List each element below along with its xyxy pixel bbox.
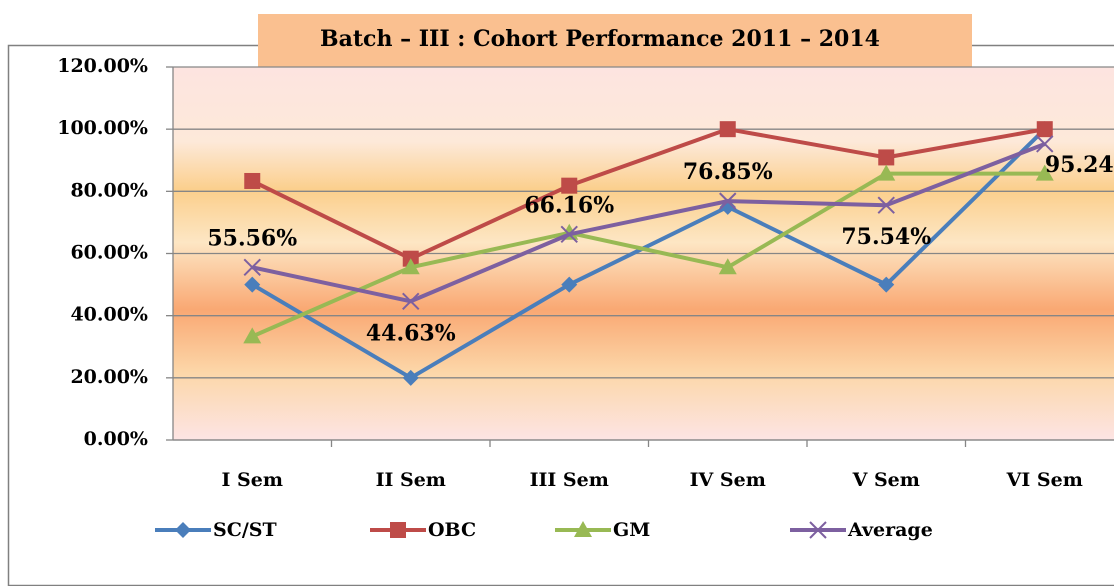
data-label: 75.54% [841,224,931,250]
title-box [258,14,972,67]
data-point [401,258,420,275]
legend-label: Average [847,519,933,541]
legend-marker [390,522,406,538]
x-tick-label: III Sem [530,469,609,491]
data-point [878,276,895,293]
data-point [718,258,737,275]
data-point [878,149,895,166]
series-line [251,171,1045,339]
legend-label: GM [613,519,650,541]
data-point [561,276,578,293]
x-tick-label: I Sem [222,469,283,491]
series-line [251,127,1047,380]
data-label: 66.16% [524,192,614,218]
data-point [244,172,261,189]
data-label: 44.63% [366,320,456,346]
data-point [877,164,896,181]
y-tick-label: 60.00% [70,242,148,264]
x-tick-label: IV Sem [690,469,766,491]
data-point [877,196,895,214]
data-point [561,177,578,194]
data-point [1035,164,1054,181]
data-point [719,121,736,138]
data-point [402,292,420,310]
data-point [402,369,419,386]
data-point [560,225,578,244]
y-tick-label: 120.00% [57,55,148,77]
x-tick-label: II Sem [376,469,446,491]
legend-label: SC/ST [213,519,277,541]
y-tick-label: 100.00% [57,117,148,139]
y-tick-label: 40.00% [70,304,148,326]
data-point [243,258,261,277]
x-tick-label: VI Sem [1006,469,1083,491]
data-point [1036,135,1054,153]
legend-marker [574,521,592,537]
data-point [1036,121,1053,138]
legend-marker [809,521,827,539]
data-label: 76.85% [683,159,773,185]
series-line [251,142,1046,304]
y-tick-label: 20.00% [70,366,148,388]
data-point [243,327,262,344]
legend-marker [175,522,191,538]
data-label: 95.24% [1045,152,1114,178]
y-tick-label: 80.00% [70,179,148,201]
chart-title: Batch – III : Cohort Performance 2011 – … [320,26,880,52]
series-line [251,127,1046,261]
data-label: 55.56% [207,225,297,251]
legend-label: OBC [428,519,476,541]
data-point [244,276,261,293]
data-point [719,192,737,210]
y-tick-label: 0.00% [84,428,148,450]
x-tick-label: V Sem [852,469,920,491]
